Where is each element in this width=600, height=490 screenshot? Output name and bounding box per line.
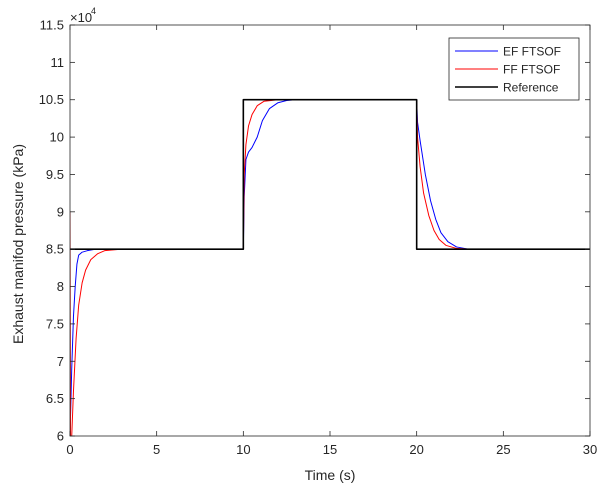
series-line-ef-ftsof [70,99,590,436]
y-axis: 6 6.5 7 7.5 8 8.5 9 9.5 10 10.5 11 11.5 [39,18,590,444]
x-tick-label: 20 [409,442,423,457]
x-axis-label: Time (s) [305,467,356,483]
legend: EF FTSOF FF FTSOF Reference [448,37,580,101]
y-exponent-power: 4 [91,6,96,16]
y-tick-label: 8 [57,279,64,294]
x-tick-label: 5 [153,442,160,457]
y-tick-label: 11 [51,55,65,70]
y-tick-label: 7 [57,354,64,369]
y-tick-label: 7.5 [46,316,64,331]
x-tick-label: 15 [323,442,337,457]
y-tick-label: 11.5 [40,18,64,33]
x-tick-label: 25 [496,442,510,457]
x-axis: 0 5 10 15 20 25 30 [66,25,597,457]
y-tick-label: 6 [57,429,64,444]
series-line-reference [70,98,590,250]
x-tick-label: 0 [66,442,73,457]
y-axis-label: Exhaust manifod pressure (kPa) [10,144,26,344]
y-tick-label: 10 [50,130,64,145]
y-tick-label: 6.5 [46,391,64,406]
x-tick-label: 30 [583,442,597,457]
legend-label-ef-ftsof: EF FTSOF [503,45,561,59]
x-tick-label: 10 [236,442,250,457]
y-tick-label: 9 [57,204,64,219]
series-line-ff-ftsof [70,99,590,436]
y-tick-label: 8.5 [46,242,64,257]
y-tick-label: 10.5 [39,92,64,107]
y-tick-label: 9.5 [46,167,64,182]
y-exponent-label: ×10 4 [70,6,96,25]
legend-label-reference: Reference [503,81,559,95]
y-exponent-base: ×10 [70,10,92,25]
legend-label-ff-ftsof: FF FTSOF [503,63,560,77]
plot-area [69,24,591,437]
